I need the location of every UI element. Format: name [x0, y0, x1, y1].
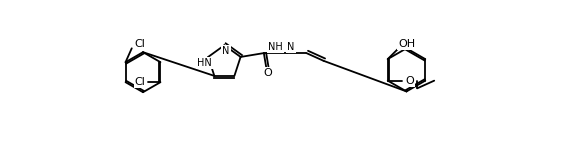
- Text: O: O: [263, 68, 272, 78]
- Text: N: N: [222, 46, 230, 56]
- Text: N: N: [287, 42, 295, 52]
- Text: NH: NH: [268, 42, 283, 52]
- Text: HN: HN: [197, 58, 212, 68]
- Text: Cl: Cl: [135, 77, 146, 87]
- Text: O: O: [405, 76, 414, 86]
- Text: OH: OH: [398, 39, 415, 49]
- Text: Cl: Cl: [134, 39, 145, 49]
